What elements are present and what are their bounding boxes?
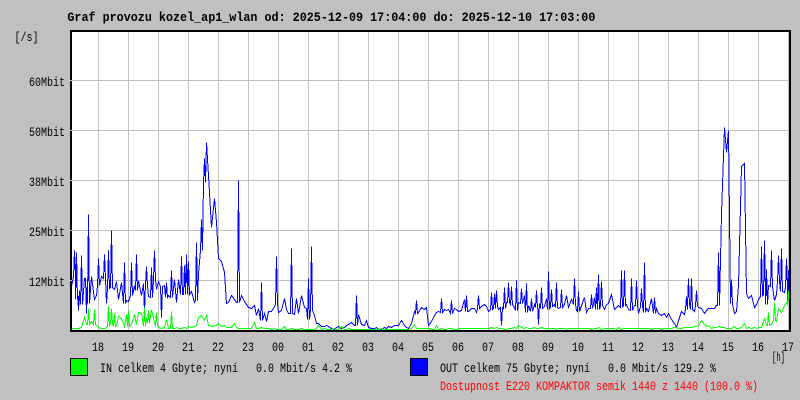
svg-text:50Mbit: 50Mbit bbox=[29, 126, 65, 140]
svg-text:OUT celkem 75 Gbyte; nyní 0.: OUT celkem 75 Gbyte; nyní 0.0 Mbit/s 129… bbox=[440, 362, 716, 376]
svg-text:08: 08 bbox=[512, 341, 524, 355]
svg-text:09: 09 bbox=[542, 341, 554, 355]
svg-text:12Mbit: 12Mbit bbox=[29, 276, 65, 290]
svg-text:10: 10 bbox=[572, 341, 584, 355]
svg-text:IN celkem 4 Gbyte; nyní 0.0: IN celkem 4 Gbyte; nyní 0.0 Mbit/s 4.2 % bbox=[100, 362, 352, 376]
svg-text:00: 00 bbox=[272, 341, 284, 355]
svg-text:12: 12 bbox=[632, 341, 644, 355]
svg-text:Dostupnost E220 KOMPAKTOR semi: Dostupnost E220 KOMPAKTOR semik 1440 z 1… bbox=[440, 380, 758, 394]
svg-text:[h]: [h] bbox=[772, 351, 785, 365]
svg-text:11: 11 bbox=[602, 341, 614, 355]
svg-text:04: 04 bbox=[392, 341, 404, 355]
svg-text:38Mbit: 38Mbit bbox=[29, 176, 65, 190]
svg-text:13: 13 bbox=[662, 341, 674, 355]
svg-text:15: 15 bbox=[722, 341, 734, 355]
svg-text:20: 20 bbox=[152, 341, 164, 355]
svg-text:Graf provozu kozel_ap1_wlan od: Graf provozu kozel_ap1_wlan od: 2025-12-… bbox=[67, 11, 595, 25]
svg-text:01: 01 bbox=[302, 341, 314, 355]
svg-text:17: 17 bbox=[782, 341, 794, 355]
svg-text:03: 03 bbox=[362, 341, 374, 355]
svg-text:05: 05 bbox=[422, 341, 434, 355]
svg-text:06: 06 bbox=[452, 341, 464, 355]
svg-text:[/s]: [/s] bbox=[15, 31, 39, 45]
svg-text:21: 21 bbox=[182, 341, 194, 355]
svg-text:02: 02 bbox=[332, 341, 344, 355]
svg-text:18: 18 bbox=[92, 341, 104, 355]
svg-text:07: 07 bbox=[482, 341, 494, 355]
svg-text:23: 23 bbox=[242, 341, 254, 355]
svg-text:22: 22 bbox=[212, 341, 224, 355]
svg-text:60Mbit: 60Mbit bbox=[29, 76, 65, 90]
svg-text:16: 16 bbox=[752, 341, 764, 355]
svg-text:19: 19 bbox=[122, 341, 134, 355]
svg-text:25Mbit: 25Mbit bbox=[29, 226, 65, 240]
svg-text:14: 14 bbox=[692, 341, 704, 355]
